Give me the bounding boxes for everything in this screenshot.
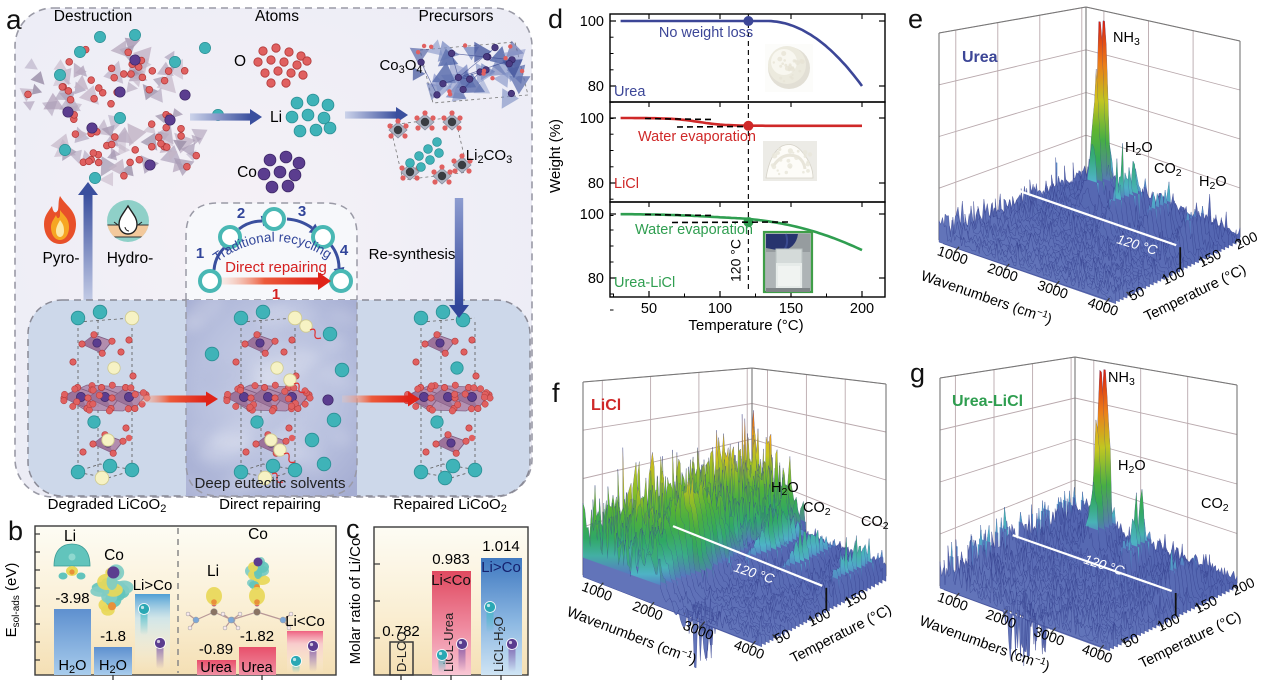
svg-text:50: 50 [641,301,657,317]
svg-text:Urea: Urea [241,660,273,676]
svg-text:Li: Li [207,563,219,580]
svg-text:Li>Co: Li>Co [481,559,521,576]
svg-text:Atoms: Atoms [255,8,299,25]
svg-text:No weight loss: No weight loss [659,25,753,41]
svg-text:H2O: H2O [99,658,127,676]
svg-text:Water evaporation: Water evaporation [635,222,753,238]
svg-text:CO2: CO2 [1154,161,1182,179]
svg-text:50: 50 [772,625,793,646]
svg-text:Repaired LiCoO2: Repaired LiCoO2 [393,496,507,515]
svg-text:Li2CO3: Li2CO3 [466,147,512,166]
svg-text:Li<Co: Li<Co [285,613,325,630]
svg-text:Weight (%): Weight (%) [547,119,564,193]
svg-text:d: d [548,4,563,34]
svg-text:O: O [234,53,246,70]
svg-text:1.014: 1.014 [482,538,520,555]
svg-text:-1.82: -1.82 [240,628,274,645]
svg-text:Co3O4: Co3O4 [379,57,422,76]
svg-text:Precursors: Precursors [419,8,494,25]
svg-text:Direct repairing: Direct repairing [219,496,321,513]
svg-text:c: c [346,514,360,544]
svg-text:150: 150 [779,301,803,317]
svg-text:Urea-LiCl: Urea-LiCl [952,393,1023,410]
svg-text:Li<Co: Li<Co [431,572,471,589]
svg-text:1: 1 [272,286,280,303]
svg-text:CO2: CO2 [803,500,831,518]
svg-text:-0.89: -0.89 [199,641,233,658]
svg-text:-1.8: -1.8 [100,628,126,645]
svg-text:Direct repairing: Direct repairing [225,259,327,276]
svg-text:NH3: NH3 [1113,30,1140,48]
svg-text:Li: Li [270,109,282,126]
svg-text:50: 50 [1126,283,1147,304]
svg-text:Li>Co: Li>Co [133,577,173,594]
svg-text:Pyro-: Pyro- [42,250,79,267]
svg-text:Deep eutectic solvents: Deep eutectic solvents [195,475,346,492]
svg-text:Hydro-: Hydro- [107,250,154,267]
svg-text:80: 80 [588,271,604,287]
svg-text:80: 80 [588,79,604,95]
svg-text:H2O: H2O [1118,458,1146,476]
svg-text:0.782: 0.782 [382,623,420,640]
svg-text:a: a [6,4,22,35]
svg-text:Molar ratio of Li/Co: Molar ratio of Li/Co [347,538,364,665]
svg-text:D-LCO: D-LCO [394,632,409,672]
svg-text:H2O: H2O [771,480,799,498]
svg-text:g: g [910,358,925,388]
svg-text:1: 1 [196,245,204,262]
svg-text:100: 100 [580,207,604,223]
svg-text:120 °C: 120 °C [727,239,743,282]
svg-text:Destruction: Destruction [54,8,132,25]
svg-text:Water evaporation: Water evaporation [638,129,756,145]
svg-text:Temperature (°C): Temperature (°C) [688,317,803,334]
svg-text:Urea: Urea [200,660,232,676]
svg-text:H2O: H2O [59,658,87,676]
svg-text:Urea: Urea [614,84,646,100]
svg-text:3: 3 [298,203,306,220]
svg-text:100: 100 [580,111,604,127]
svg-text:H2O: H2O [1125,140,1153,158]
svg-text:H2O: H2O [1199,174,1227,192]
svg-text:50: 50 [1120,630,1141,651]
svg-text:-3.98: -3.98 [55,590,89,607]
svg-text:e: e [908,4,923,34]
svg-text:100: 100 [708,301,732,317]
svg-text:Co: Co [104,547,124,564]
svg-text:80: 80 [588,176,604,192]
svg-text:Re-synthesis: Re-synthesis [369,246,456,263]
svg-text:NH3: NH3 [1108,370,1135,388]
svg-text:200: 200 [850,301,874,317]
svg-text:Urea-LiCl: Urea-LiCl [614,275,675,291]
svg-text:Degraded LiCoO2: Degraded LiCoO2 [48,496,167,515]
svg-text:2: 2 [237,205,245,222]
svg-text:LiCl: LiCl [591,397,621,414]
svg-text:Co: Co [237,164,257,181]
svg-text:4: 4 [340,242,349,259]
svg-text:CO2: CO2 [861,514,889,532]
svg-text:0.983: 0.983 [432,551,470,568]
svg-text:CO2: CO2 [1201,496,1229,514]
svg-text:Co: Co [248,526,268,543]
svg-text:Urea: Urea [962,49,998,66]
svg-text:100: 100 [580,14,604,30]
svg-text:LiCl: LiCl [614,176,639,192]
svg-text:f: f [552,378,560,408]
svg-text:b: b [8,516,23,546]
svg-text:Li: Li [64,528,76,545]
